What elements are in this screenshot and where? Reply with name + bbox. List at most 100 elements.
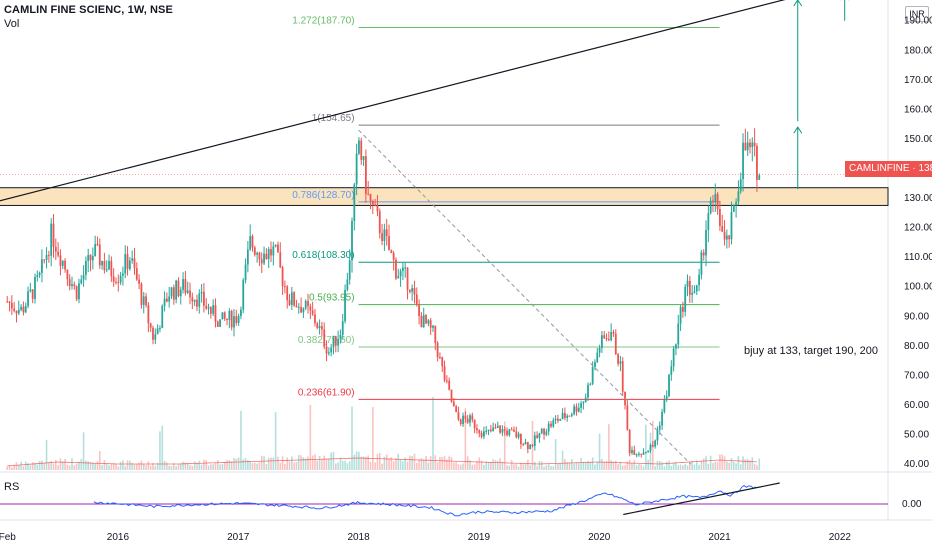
candle-body <box>746 142 749 151</box>
candle-body <box>71 284 73 286</box>
candle-body <box>628 429 631 454</box>
volume-bar <box>136 464 138 470</box>
volume-bar <box>547 464 550 470</box>
candle-body <box>714 194 717 202</box>
candle-body <box>408 289 411 292</box>
candle-body <box>663 399 666 412</box>
candle-body <box>647 450 650 453</box>
candle-body <box>596 352 599 362</box>
candle-body <box>693 291 696 293</box>
candle-body <box>494 427 497 429</box>
candle-body <box>362 156 365 160</box>
candle-body <box>265 253 268 260</box>
candle-body <box>8 301 11 303</box>
candle-body <box>295 305 298 308</box>
candle-body <box>110 260 113 277</box>
candle-body <box>260 259 263 264</box>
candle-body <box>575 406 578 412</box>
volume-bar <box>226 459 228 470</box>
candle-body <box>59 255 62 266</box>
candle-body <box>45 255 48 260</box>
volume-bar <box>712 463 714 470</box>
volume-bar <box>186 463 189 470</box>
candle-body <box>638 453 640 455</box>
candle-body <box>140 283 143 305</box>
candle-body <box>712 200 714 202</box>
volume-bar <box>536 466 538 470</box>
candle-body <box>251 236 254 248</box>
volume-bar <box>330 452 332 470</box>
candle-body <box>189 290 191 298</box>
volume-bar <box>337 462 339 470</box>
volume-bar <box>617 464 619 470</box>
candle-body <box>508 429 511 436</box>
volume-bar <box>365 456 367 470</box>
volume-bar <box>746 458 749 470</box>
volume-bar <box>304 458 307 470</box>
candle-body <box>441 357 444 367</box>
volume-bar <box>695 460 698 470</box>
volume-bar <box>281 456 284 470</box>
volume-bar <box>663 466 666 470</box>
volume-bar <box>568 463 571 470</box>
time-axis-tick-label: 2021 <box>708 532 731 543</box>
candle-body <box>584 397 587 403</box>
candle-body <box>601 335 603 348</box>
volume-bar <box>133 464 136 470</box>
candle-body <box>80 279 83 284</box>
volume-bar <box>284 463 286 470</box>
volume-bar <box>450 456 453 470</box>
candle-body <box>27 291 29 306</box>
candle-body <box>175 280 178 300</box>
candle-body <box>50 223 53 256</box>
volume-bar <box>20 461 22 470</box>
volume-bar <box>193 461 196 470</box>
volume-bar <box>196 462 198 470</box>
volume-bar <box>358 451 360 470</box>
volume-bar <box>524 463 527 470</box>
candle-body <box>131 258 134 261</box>
candle-body <box>216 321 219 327</box>
volume-bar <box>635 465 638 470</box>
volume-bar <box>684 464 687 470</box>
candle-body <box>233 316 235 328</box>
last-price-tag: CAMLINFINE · 138.05 <box>845 161 932 177</box>
candle-body <box>330 347 333 353</box>
volume-bar <box>436 462 439 470</box>
volume-bar <box>409 455 411 470</box>
volume-bar <box>302 457 305 470</box>
candle-body <box>640 453 643 455</box>
volume-bar <box>459 464 462 470</box>
volume-bar <box>538 461 541 470</box>
candle-body <box>492 427 495 432</box>
volume-bar <box>170 465 173 470</box>
volume-bar <box>427 462 430 470</box>
candle-body <box>515 431 518 438</box>
volume-bar <box>462 463 464 470</box>
candle-body <box>367 193 370 195</box>
candle-body <box>78 283 80 300</box>
time-axis-tick-label: 2019 <box>468 532 491 543</box>
volume-bar <box>258 462 261 470</box>
candle-body <box>316 323 319 329</box>
volume-bar <box>418 459 420 470</box>
candle-body <box>200 291 203 294</box>
volume-bar <box>471 464 474 470</box>
candle-body <box>480 433 483 437</box>
candle-body <box>520 433 522 445</box>
volume-bar <box>721 454 724 470</box>
candle-body <box>399 270 402 277</box>
volume-bar <box>80 458 83 470</box>
candle-body <box>281 267 284 287</box>
candle-body <box>619 361 622 364</box>
candle-body <box>420 316 423 328</box>
candle-body <box>165 298 168 302</box>
candle-body <box>87 254 90 262</box>
volume-bar <box>376 453 379 470</box>
volume-bar <box>59 458 62 470</box>
candle-body <box>531 444 534 447</box>
volume-bar <box>402 461 404 470</box>
volume-bar <box>362 456 365 470</box>
currency-badge[interactable]: INR <box>905 6 929 22</box>
